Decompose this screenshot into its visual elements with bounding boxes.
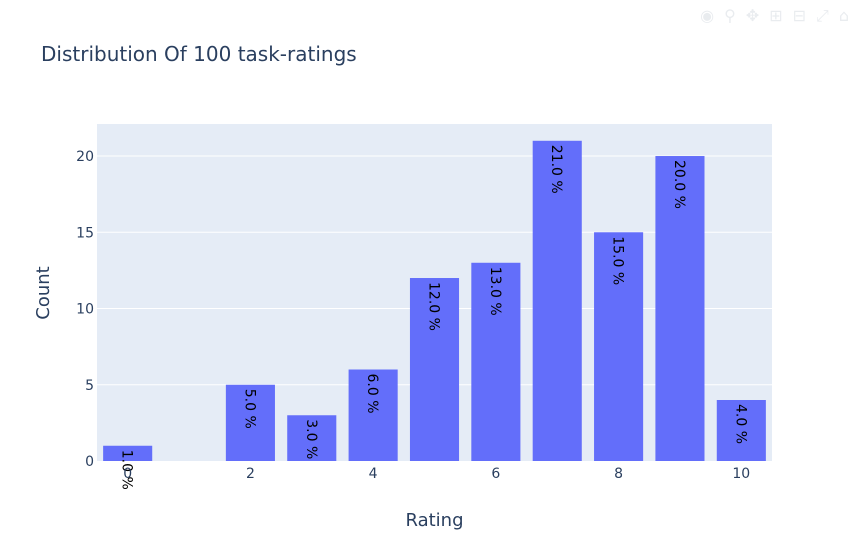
y-tick-label: 0 [85,454,94,470]
x-tick-label: 8 [614,466,623,482]
pan-icon[interactable]: ✥ [745,6,760,25]
x-tick-label: 10 [732,466,750,482]
bar-label: 20.0 % [671,160,687,209]
bar-labels: 1.0 % 5.0 % 3.0 % 6.0 % 12.0 % 13.0 % 21.0 % 15… [119,145,749,490]
modebar: ◉ ⚲ ✥ ⊞ ⊟ ⤢ ⌂ [700,6,849,26]
y-axis-title: Count [33,266,54,319]
bar [348,369,398,461]
x-axis-title: Rating [405,510,463,531]
x-tick-label: 6 [491,466,500,482]
bar-label: 21.0 % [548,145,564,194]
x-tick-label: 4 [369,466,378,482]
bar [103,445,153,461]
bar [287,415,337,461]
x-tick-label: 2 [246,466,255,482]
bar [532,140,582,462]
bar-label: 5.0 % [241,389,257,429]
zoom-in-icon[interactable]: ⊞ [769,6,783,25]
bar-label: 12.0 % [426,282,442,331]
zoom-out-icon[interactable]: ⊟ [792,6,807,25]
bar-label: 15.0 % [610,236,626,285]
bar-label: 1.0 % [119,450,135,490]
camera-icon[interactable]: ◉ [700,6,715,25]
y-tick-label: 10 [76,302,94,318]
bar [471,262,521,461]
autoscale-icon[interactable]: ⤢ [816,6,829,25]
chart-title: Distribution Of 100 task-ratings [41,42,357,66]
bar [225,384,275,461]
y-tick-label: 5 [85,378,94,394]
bar-label: 13.0 % [487,267,503,316]
x-axis-ticks: 0 2 4 6 8 10 [123,466,750,482]
zoom-icon[interactable]: ⚲ [724,6,736,25]
bars [103,140,766,462]
bar-label: 6.0 % [364,374,380,414]
bar [594,232,644,461]
bar-label: 3.0 % [303,419,319,459]
bar [409,278,460,461]
bar [655,156,705,461]
bar [716,400,766,461]
y-tick-label: 15 [76,225,94,241]
x-tick-label: 0 [123,466,132,482]
y-tick-label: 20 [76,149,94,165]
y-axis-ticks: 0 5 10 15 20 [76,149,94,470]
reset-axes-icon[interactable]: ⌂ [838,6,849,25]
bar-label: 4.0 % [732,404,748,444]
